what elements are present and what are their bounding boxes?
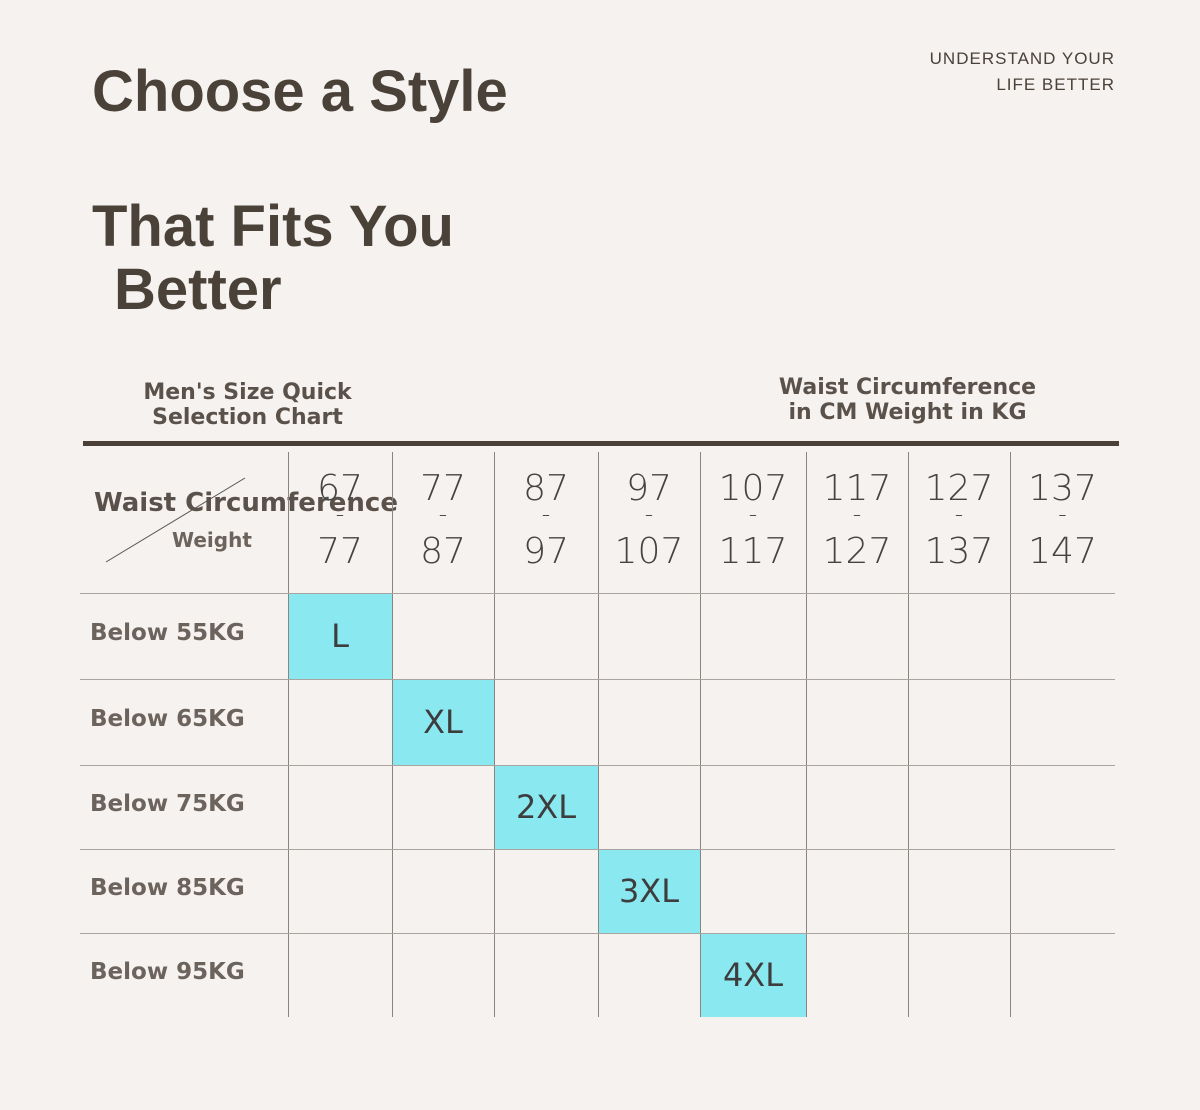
column-from: 117 — [822, 468, 892, 509]
title-line: That Fits You — [92, 194, 454, 259]
column-from: 87 — [523, 468, 569, 509]
grid-line — [80, 933, 1115, 934]
rule — [83, 441, 1119, 446]
column-sep: - — [852, 500, 862, 528]
subheader-left: Men's Size Quick Selection Chart — [120, 380, 375, 430]
size-cell: 2XL — [494, 765, 598, 849]
row-label: Below 75KG — [90, 791, 245, 817]
column-sep: - — [748, 500, 758, 528]
column-sep: - — [644, 500, 654, 528]
column-to: 117 — [718, 531, 788, 572]
subheader-line: Men's Size Quick — [143, 380, 352, 405]
grid-line — [80, 849, 1115, 850]
column-sep: - — [438, 500, 448, 528]
column-to: 127 — [822, 531, 892, 572]
column-to: 137 — [924, 531, 994, 572]
subheader-line: Waist Circumference — [778, 375, 1037, 400]
subheader-line: Selection Chart — [152, 405, 343, 430]
column-to: 77 — [317, 531, 363, 572]
row-label: Below 65KG — [90, 706, 245, 732]
size-cell: 3XL — [598, 849, 700, 933]
title-line: Choose a Style — [92, 59, 508, 124]
row-label: Below 85KG — [90, 875, 245, 901]
grid-line — [80, 679, 1115, 680]
column-from: 127 — [924, 468, 994, 509]
size-cell: XL — [392, 679, 494, 765]
size-cell: 4XL — [700, 933, 806, 1017]
column-sep: - — [1058, 500, 1067, 528]
column-sep: - — [954, 500, 964, 528]
grid-line — [806, 452, 807, 1017]
grid-line — [80, 593, 1115, 594]
column-to: 87 — [420, 531, 466, 572]
grid-line — [288, 452, 289, 1017]
grid-line — [392, 452, 393, 1017]
column-from: 97 — [626, 468, 672, 509]
grid-line — [700, 452, 701, 1017]
subheader-right: Waist Circumference in CM Weight in KG — [760, 375, 1055, 425]
column-from: 67 — [317, 468, 363, 509]
column-from: 77 — [420, 468, 466, 509]
corner-columns-label: Waist Circumference — [94, 488, 398, 518]
grid-line — [598, 452, 599, 1017]
column-to: 147 — [1028, 531, 1097, 572]
tagline: LIFE BETTER — [996, 75, 1115, 94]
size-cell: L — [288, 593, 392, 679]
column-sep: - — [335, 500, 345, 528]
row-label: Below 55KG — [90, 620, 245, 646]
column-to: 107 — [614, 531, 684, 572]
tagline: UNDERSTAND YOUR — [929, 49, 1115, 68]
title-line: Better — [114, 257, 282, 322]
subheader-line: in CM Weight in KG — [788, 400, 1027, 425]
column-from: 107 — [718, 468, 788, 509]
grid-line — [908, 452, 909, 1017]
column-to: 97 — [523, 531, 569, 572]
column-sep: - — [541, 500, 551, 528]
row-label: Below 95KG — [90, 959, 245, 985]
grid-line — [80, 765, 1115, 766]
corner-rows-label: Weight — [172, 528, 252, 552]
column-from: 137 — [1028, 468, 1097, 509]
grid-line — [494, 452, 495, 1017]
diagonal — [105, 477, 246, 563]
grid-line — [1010, 452, 1011, 1017]
